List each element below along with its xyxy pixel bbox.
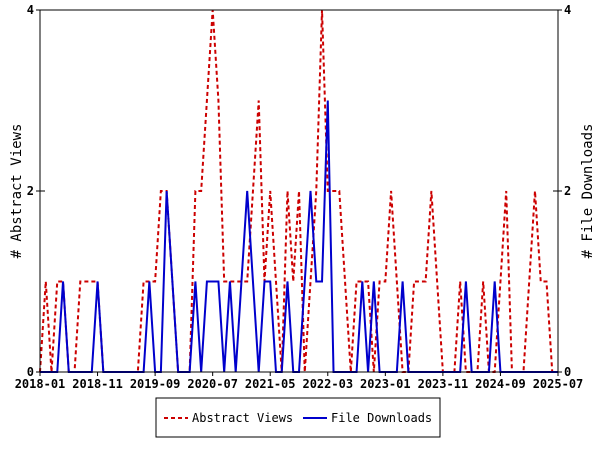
y-left-tick-label: 2 — [27, 184, 34, 198]
y-left-tick-label: 4 — [27, 3, 34, 17]
series-layer — [39, 9, 558, 373]
x-tick-label: 2025-07 — [533, 377, 584, 391]
y-right-tick-label: 4 — [564, 3, 571, 17]
x-tick-label: 2018-11 — [72, 377, 123, 391]
legend: Abstract Views File Downloads — [155, 397, 441, 438]
x-tick-label: 2023-01 — [360, 377, 411, 391]
y-left-axis-title: # Abstract Views — [9, 124, 25, 259]
x-tick-label: 2021-05 — [245, 377, 296, 391]
x-tick-label: 2019-09 — [130, 377, 181, 391]
y-left-tick-label: 0 — [27, 365, 34, 379]
y-right-tick-label: 2 — [564, 184, 571, 198]
legend-label-abstract-views: Abstract Views — [192, 411, 293, 425]
x-tick-label: 2023-11 — [418, 377, 469, 391]
x-tick-label: 2022-03 — [302, 377, 353, 391]
legend-box — [155, 397, 441, 438]
ticks-layer: 2018-01 2018-11 2019-09 2020-07 2021-05 2022-… — [15, 3, 584, 391]
x-tick-label: 2018-01 — [15, 377, 66, 391]
x-tick-label: 2024-09 — [475, 377, 526, 391]
y-right-axis-title: # File Downloads — [580, 124, 596, 259]
series-line-abstract-views — [39, 9, 558, 373]
legend-label-file-downloads: File Downloads — [331, 411, 432, 425]
x-tick-label: 2020-07 — [187, 377, 238, 391]
y-right-tick-label: 0 — [564, 365, 571, 379]
